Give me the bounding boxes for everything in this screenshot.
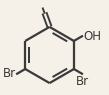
Text: OH: OH <box>83 30 101 43</box>
Text: Br: Br <box>3 67 16 80</box>
Text: Br: Br <box>75 75 89 88</box>
